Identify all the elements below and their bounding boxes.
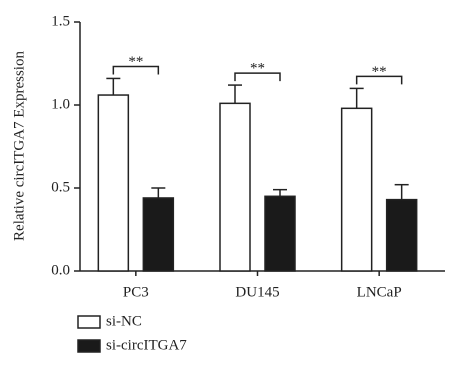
significance-bracket [112,65,160,75]
significance-bracket [234,72,281,82]
y-axis-label: Relative circITGA7 Expression [11,51,27,241]
bar [385,198,418,272]
bar [340,107,373,272]
y-tick-label: 1.5 [51,13,70,29]
bar [264,195,296,272]
legend-label: si-NC [106,313,142,329]
significance-bracket [355,75,403,85]
significance-label: ** [372,64,387,80]
bar [142,197,175,272]
bar [97,94,130,272]
significance-label: ** [250,61,265,77]
x-tick-label: DU145 [235,284,279,300]
y-tick-label: 0.5 [51,179,70,195]
legend-swatch [77,315,101,329]
y-tick-label: 0.0 [51,262,70,278]
legend-label: si-circITGA7 [106,337,187,353]
significance-label: ** [128,54,143,70]
x-tick-label: PC3 [123,284,149,300]
legend-swatch [77,339,101,353]
x-tick-label: LNCaP [357,284,402,300]
bar [219,102,251,272]
y-tick-label: 1.0 [51,96,70,112]
